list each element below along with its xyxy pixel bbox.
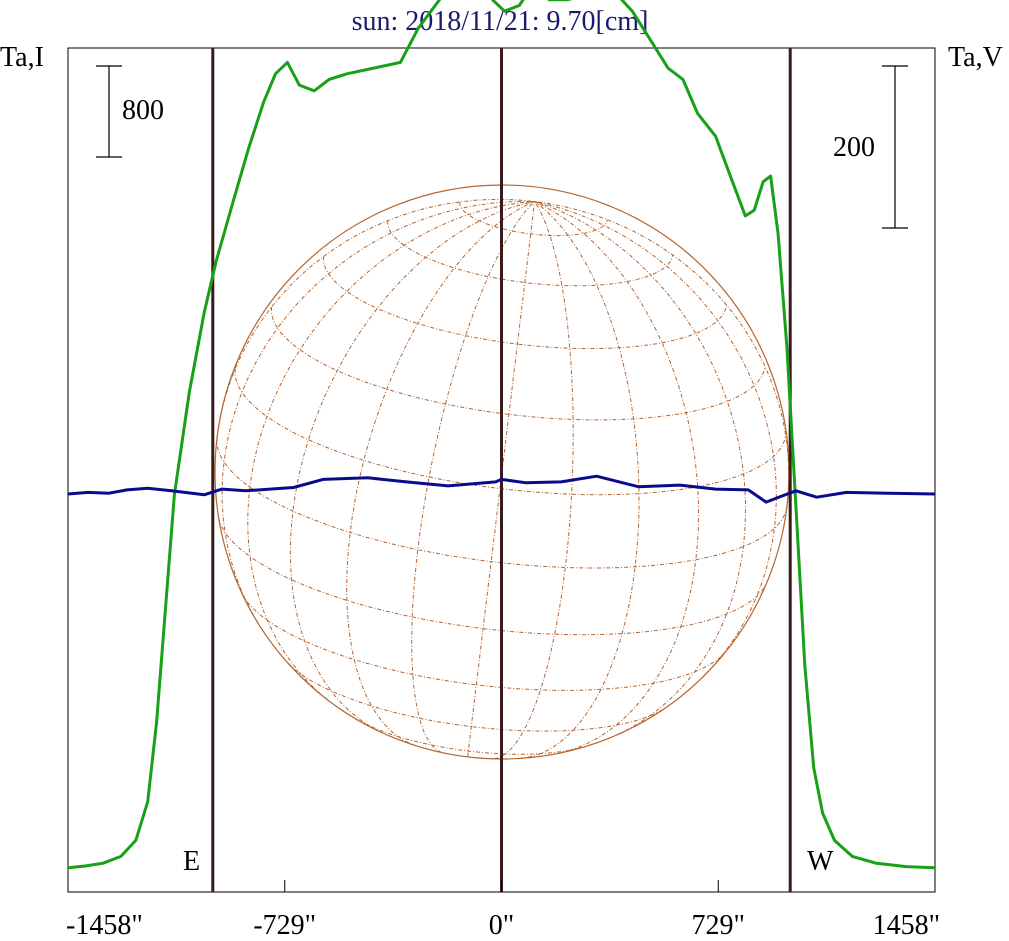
right-scale-value: 200 [833,132,875,163]
x-tick-label: -1458" [66,910,143,941]
chart-title: sun: 2018/11/21: 9.70[cm] [352,6,649,37]
sun-grid-line [411,201,535,753]
left-axis-label: Ta,I [0,42,44,73]
x-tick-label: -729" [253,910,316,941]
west-limb-label: W [807,846,834,877]
sun-grid-line [355,718,586,755]
sun-grid-line [216,198,535,438]
sun-grid-line [534,201,777,677]
sun-grid-line [218,517,767,636]
sun-grid-line [270,306,766,421]
sun-grid-line [534,201,790,507]
right-axis-label: Ta,V [948,42,1003,73]
x-axis-ticks: -1458" -729" 0" 729" 1458" [66,880,940,941]
left-scale-value: 800 [122,95,164,126]
series-line-ta-i [67,0,936,870]
left-scale-bar: 800 [96,65,164,158]
x-tick-label: 1458" [873,910,940,941]
sun-grid-line [287,662,665,732]
sun-grid-line [241,594,726,691]
sun-grid-line [346,201,535,747]
series-line-ta-v [67,474,936,504]
sun-grid-line [289,201,535,732]
limb-lines [211,48,792,892]
x-tick-label: 729" [692,910,745,941]
sun-grid-line [247,201,535,701]
sun-grid-line [216,437,788,569]
sun-grid-line [534,201,700,754]
sun-grid-line [234,368,787,496]
x-tick-label: 0" [489,910,514,941]
sun-grid [216,198,790,760]
sun-grid-line [519,201,640,759]
sun-grid-line [494,201,574,760]
sun-grid-line [459,201,608,237]
sun-grid-line [221,200,535,624]
sun-grid-line [534,201,747,736]
sun-grid-line [322,256,727,350]
east-limb-label: E [183,846,200,877]
sun-disk [214,184,790,760]
right-scale-bar: 200 [833,65,908,229]
sun-grid-line [467,201,536,757]
